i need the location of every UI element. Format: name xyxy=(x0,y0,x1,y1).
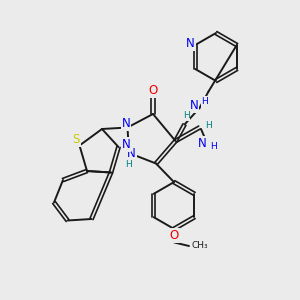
Text: H: H xyxy=(183,111,189,120)
Text: S: S xyxy=(72,133,80,146)
Text: O: O xyxy=(169,229,178,242)
Text: N: N xyxy=(198,136,207,150)
Text: N: N xyxy=(190,99,199,112)
Text: O: O xyxy=(148,84,158,97)
Text: CH₃: CH₃ xyxy=(191,242,208,250)
Text: H: H xyxy=(125,160,132,169)
Text: H: H xyxy=(205,122,212,130)
Text: N: N xyxy=(122,117,130,130)
Text: N: N xyxy=(186,37,195,50)
Text: N: N xyxy=(127,147,136,160)
Text: H: H xyxy=(202,97,208,106)
Text: N: N xyxy=(122,138,130,151)
Text: H: H xyxy=(211,142,217,151)
